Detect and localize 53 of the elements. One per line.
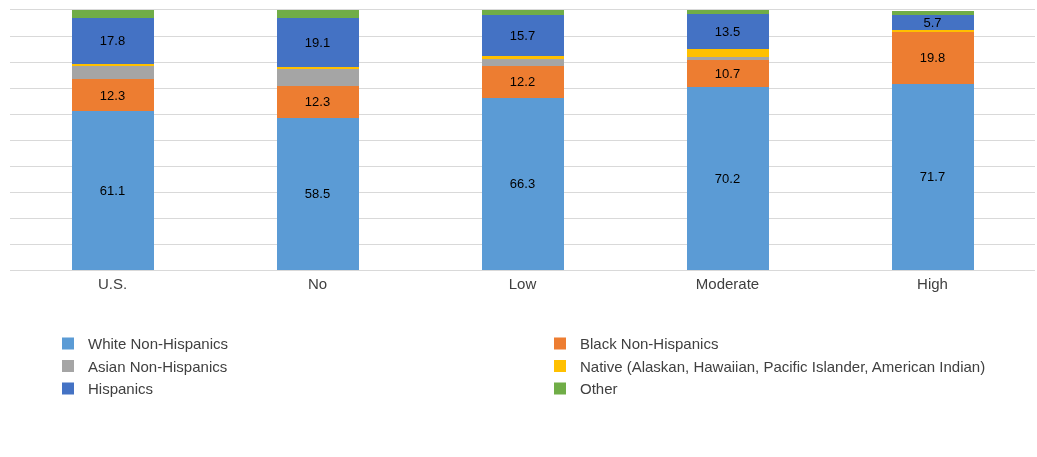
bar [686, 49, 769, 57]
x-tick-label: U.S. [97, 275, 128, 292]
x-tick-label: Moderate [695, 275, 760, 292]
bar [71, 10, 154, 18]
data-label: 13.5 [714, 23, 741, 39]
bar [481, 10, 564, 16]
legend-label: Black Non-Hispanics [580, 335, 719, 353]
data-label: 58.5 [304, 186, 331, 202]
data-label: 70.2 [714, 171, 741, 187]
bar [686, 10, 769, 14]
bar [891, 11, 974, 16]
data-label: 12.3 [99, 87, 126, 103]
bar [481, 65, 564, 98]
bar [686, 59, 769, 88]
bar [686, 13, 769, 49]
legend-label: Native (Alaskan, Hawaiian, Pacific Islander, American Indian) [580, 357, 986, 375]
bar [481, 97, 564, 270]
data-label: 12.2 [509, 74, 536, 90]
bar [891, 83, 974, 270]
bar [891, 15, 974, 31]
data-label: 12.3 [304, 94, 331, 110]
bar [276, 17, 359, 68]
bar [686, 56, 769, 60]
bar [71, 64, 154, 67]
bar [71, 79, 154, 112]
x-tick-label: High [917, 275, 948, 292]
data-label: 66.3 [509, 176, 536, 192]
data-label: 15.7 [509, 28, 536, 44]
bar [891, 30, 974, 33]
bar [891, 32, 974, 84]
legend-label: White Non-Hispanics [88, 335, 229, 353]
data-label: 61.1 [99, 183, 126, 199]
bar [686, 87, 769, 270]
bar [481, 15, 564, 57]
x-tick-label: No [307, 275, 328, 292]
bar [71, 66, 154, 80]
x-tick-label: Low [508, 275, 537, 292]
bar [276, 85, 359, 118]
data-label: 17.8 [99, 33, 126, 49]
data-label: 19.8 [919, 50, 946, 66]
data-label: 5.7 [923, 15, 942, 31]
legend-label: Asian Non-Hispanics [88, 357, 228, 375]
legend-label: Other [580, 380, 618, 398]
bar [276, 10, 359, 18]
bar [71, 111, 154, 270]
data-label: 71.7 [919, 169, 946, 185]
bar [71, 17, 154, 65]
bar [481, 59, 564, 66]
data-label: 10.7 [714, 66, 741, 82]
legend-label: Hispanics [88, 380, 154, 398]
bar [276, 117, 359, 270]
bar [276, 68, 359, 86]
data-label: 19.1 [304, 35, 331, 51]
